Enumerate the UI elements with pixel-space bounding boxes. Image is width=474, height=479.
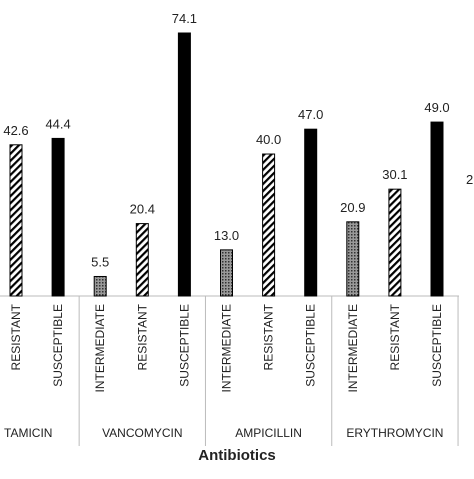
- category-label: INTERMEDIATE: [93, 304, 107, 392]
- value-label: 42.6: [3, 123, 28, 138]
- value-label: 74.1: [172, 11, 197, 26]
- value-label: 47.0: [298, 107, 323, 122]
- group-label: VANCOMYCIN: [102, 426, 182, 440]
- bar: [9, 144, 23, 297]
- bar: [430, 121, 444, 297]
- value-label: 40.0: [256, 132, 281, 147]
- bar: [262, 153, 276, 297]
- category-label: RESISTANT: [388, 303, 402, 370]
- group-label: TAMICIN: [4, 426, 52, 440]
- category-label: SUSCEPTIBLE: [430, 304, 444, 387]
- bar: [220, 249, 233, 297]
- bar: [346, 221, 360, 297]
- bar: [177, 32, 191, 297]
- bar: [135, 223, 149, 297]
- bar: [304, 128, 318, 297]
- bar: [93, 275, 107, 297]
- value-label: 13.0: [214, 228, 239, 243]
- value-label: 30.1: [382, 167, 407, 182]
- group-label: AMPICILLIN: [235, 426, 302, 440]
- x-axis-title: Antibiotics: [198, 447, 276, 464]
- group-label: ERYTHROMYCIN: [346, 426, 443, 440]
- category-label: SUSCEPTIBLE: [177, 304, 191, 387]
- value-label: 20.9: [340, 200, 365, 215]
- value-label: 20.4: [130, 202, 155, 217]
- category-label: INTERMEDIATE: [220, 304, 234, 392]
- category-label: SUSCEPTIBLE: [304, 304, 318, 387]
- value-label: 44.4: [45, 116, 70, 131]
- bar: [51, 137, 65, 297]
- bar: [388, 188, 402, 297]
- category-label: RESISTANT: [262, 303, 276, 370]
- value-label: 5.5: [91, 254, 109, 269]
- category-label: RESISTANT: [135, 303, 149, 370]
- category-label: INTERMEDIATE: [346, 304, 360, 392]
- value-label: 49.0: [424, 100, 449, 115]
- category-label: RESISTANT: [9, 303, 23, 370]
- category-label: SUSCEPTIBLE: [51, 304, 65, 387]
- cropped-label: 2: [466, 172, 473, 187]
